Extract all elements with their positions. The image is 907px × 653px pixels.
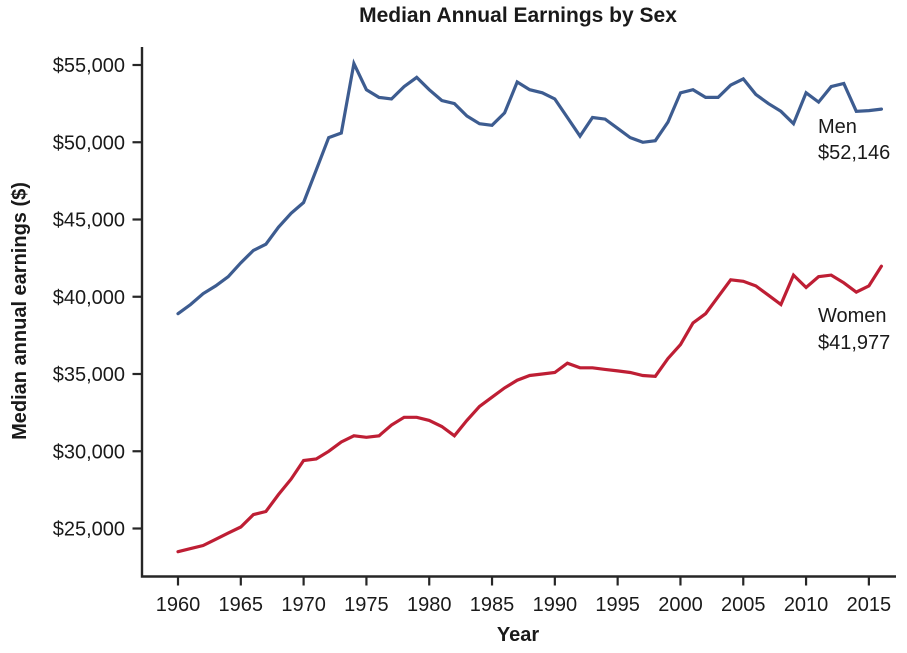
y-tick-label: $30,000 [53,441,125,463]
y-tick-label: $25,000 [53,519,125,541]
x-tick-label: 2005 [721,594,766,616]
women-line [176,264,884,554]
men-series-value: $52,146 [818,142,890,164]
y-axis-label: Median annual earnings ($) [9,182,31,440]
x-axis-label: Year [497,624,539,646]
axes [140,47,896,578]
y-tick-label: $40,000 [53,287,125,309]
x-tick-label: 1985 [470,594,515,616]
women-series-label: Women [818,305,887,327]
x-tick-label: 1960 [156,594,201,616]
men-series-label: Men [818,116,857,138]
x-tick-label: 2015 [847,594,892,616]
y-tick-label: $35,000 [53,364,125,386]
x-tick-label: 1995 [595,594,640,616]
y-tick-label: $45,000 [53,210,125,232]
x-tick-label: 1990 [533,594,578,616]
x-tick-label: 2010 [784,594,829,616]
chart-title: Median Annual Earnings by Sex [359,4,677,27]
y-tick-label: $50,000 [53,132,125,154]
chart-plot-area: $55,000 $50,000 $45,000 $40,000 $35,000 $30,0… [53,47,896,616]
x-tick-label: 1980 [407,594,452,616]
x-tick-label: 1970 [281,594,326,616]
x-tick-label: 1965 [219,594,264,616]
x-tick-label: 1975 [344,594,389,616]
women-series-value: $41,977 [818,332,890,354]
x-tick-label: 2000 [658,594,703,616]
men-line [176,58,884,316]
y-tick-label: $55,000 [53,55,125,77]
